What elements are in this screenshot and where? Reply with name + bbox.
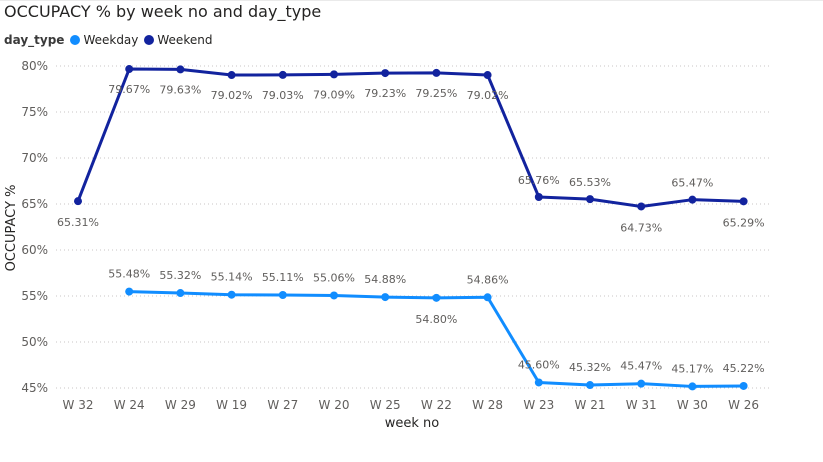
data-label: 79.63% <box>159 83 201 96</box>
data-label: 79.25% <box>415 87 457 100</box>
series-line-weekend <box>76 67 744 208</box>
x-tick-label: W 19 <box>216 398 247 412</box>
legend-item-weekday[interactable]: Weekday <box>70 33 138 47</box>
data-label: 79.67% <box>108 83 150 96</box>
data-label: 45.60% <box>518 358 560 371</box>
chart-title: OCCUPACY % by week no and day_type <box>4 2 322 21</box>
data-point-weekday <box>381 293 390 302</box>
data-label: 65.53% <box>569 176 611 189</box>
data-point-weekday <box>227 290 236 299</box>
y-tick-label: 75% <box>21 105 48 119</box>
data-label: 45.32% <box>569 361 611 374</box>
data-label: 45.47% <box>620 360 662 373</box>
data-label: 54.80% <box>415 313 457 326</box>
data-label: 55.06% <box>313 271 355 284</box>
legend-label-weekend: Weekend <box>157 33 213 47</box>
data-point-weekend <box>227 71 236 80</box>
data-point-weekend <box>381 69 390 78</box>
x-tick-label: W 28 <box>472 398 503 412</box>
data-label: 64.73% <box>620 221 662 234</box>
data-point-weekend <box>74 197 82 206</box>
data-point-weekday <box>688 382 697 391</box>
x-tick-label: W 20 <box>319 398 350 412</box>
data-label: 45.22% <box>723 362 765 375</box>
data-point-weekday <box>432 293 441 302</box>
x-tick-label: W 24 <box>114 398 145 412</box>
data-point-weekday <box>483 293 492 302</box>
y-tick-label: 80% <box>21 59 48 73</box>
y-tick-label: 65% <box>21 197 48 211</box>
x-tick-label: W 27 <box>267 398 298 412</box>
data-point-weekday <box>534 378 543 387</box>
data-point-weekend <box>176 65 185 74</box>
data-point-weekday <box>278 290 287 299</box>
legend: day_type Weekday Weekend <box>4 33 218 47</box>
y-tick-label: 55% <box>21 289 48 303</box>
data-label: 45.17% <box>671 362 713 375</box>
data-label: 55.32% <box>159 269 201 282</box>
data-point-weekend <box>739 197 748 206</box>
data-label: 54.86% <box>467 273 509 286</box>
legend-dot-weekday <box>70 35 81 45</box>
data-point-weekend <box>432 68 441 77</box>
data-label: 79.03% <box>262 89 304 102</box>
y-tick-label: 50% <box>21 335 48 349</box>
x-tick-label: W 26 <box>728 398 759 412</box>
data-point-weekend <box>483 71 492 80</box>
x-tick-label: W 25 <box>370 398 401 412</box>
data-point-weekend <box>688 195 697 204</box>
data-label: 65.47% <box>671 177 713 190</box>
legend-label-weekday: Weekday <box>83 33 139 47</box>
data-point-weekend <box>637 202 646 211</box>
legend-title: day_type <box>4 33 65 47</box>
data-label: 79.23% <box>364 87 406 100</box>
data-point-weekend <box>278 70 287 79</box>
legend-dot-weekend <box>144 35 155 45</box>
data-label: 55.11% <box>262 271 304 284</box>
y-axis-title: OCCUPACY % <box>4 185 19 272</box>
data-label: 79.02% <box>211 89 253 102</box>
top-border <box>0 0 823 1</box>
x-axis-title: week no <box>385 416 440 431</box>
y-tick-label: 60% <box>21 243 48 257</box>
data-label: 65.29% <box>723 216 765 229</box>
data-point-weekday <box>739 381 748 390</box>
x-tick-label: W 21 <box>575 398 606 412</box>
data-label: 79.02% <box>467 89 509 102</box>
data-label: 79.09% <box>313 88 355 101</box>
data-point-weekend <box>534 193 543 202</box>
data-label: 65.31% <box>57 216 99 229</box>
data-point-weekday <box>330 291 338 300</box>
data-point-weekday <box>637 379 646 388</box>
data-point-weekday <box>176 289 185 298</box>
x-tick-label: W 30 <box>677 398 708 412</box>
data-label: 55.48% <box>108 268 150 281</box>
y-tick-label: 70% <box>21 151 48 165</box>
x-tick-label: W 31 <box>626 398 657 412</box>
data-point-weekend <box>586 195 594 204</box>
x-tick-label: W 22 <box>421 398 452 412</box>
data-point-weekday <box>125 287 134 296</box>
y-tick-label: 45% <box>21 381 48 395</box>
x-tick-label: W 23 <box>523 398 554 412</box>
data-point-weekend <box>330 70 338 79</box>
data-point-weekday <box>586 381 594 390</box>
data-label: 54.88% <box>364 273 406 286</box>
x-tick-label: W 29 <box>165 398 196 412</box>
data-label: 55.14% <box>211 271 253 284</box>
x-tick-label: W 32 <box>63 398 94 412</box>
data-label: 65.76% <box>518 174 560 187</box>
data-point-weekend <box>125 65 134 74</box>
legend-item-weekend[interactable]: Weekend <box>144 33 212 47</box>
